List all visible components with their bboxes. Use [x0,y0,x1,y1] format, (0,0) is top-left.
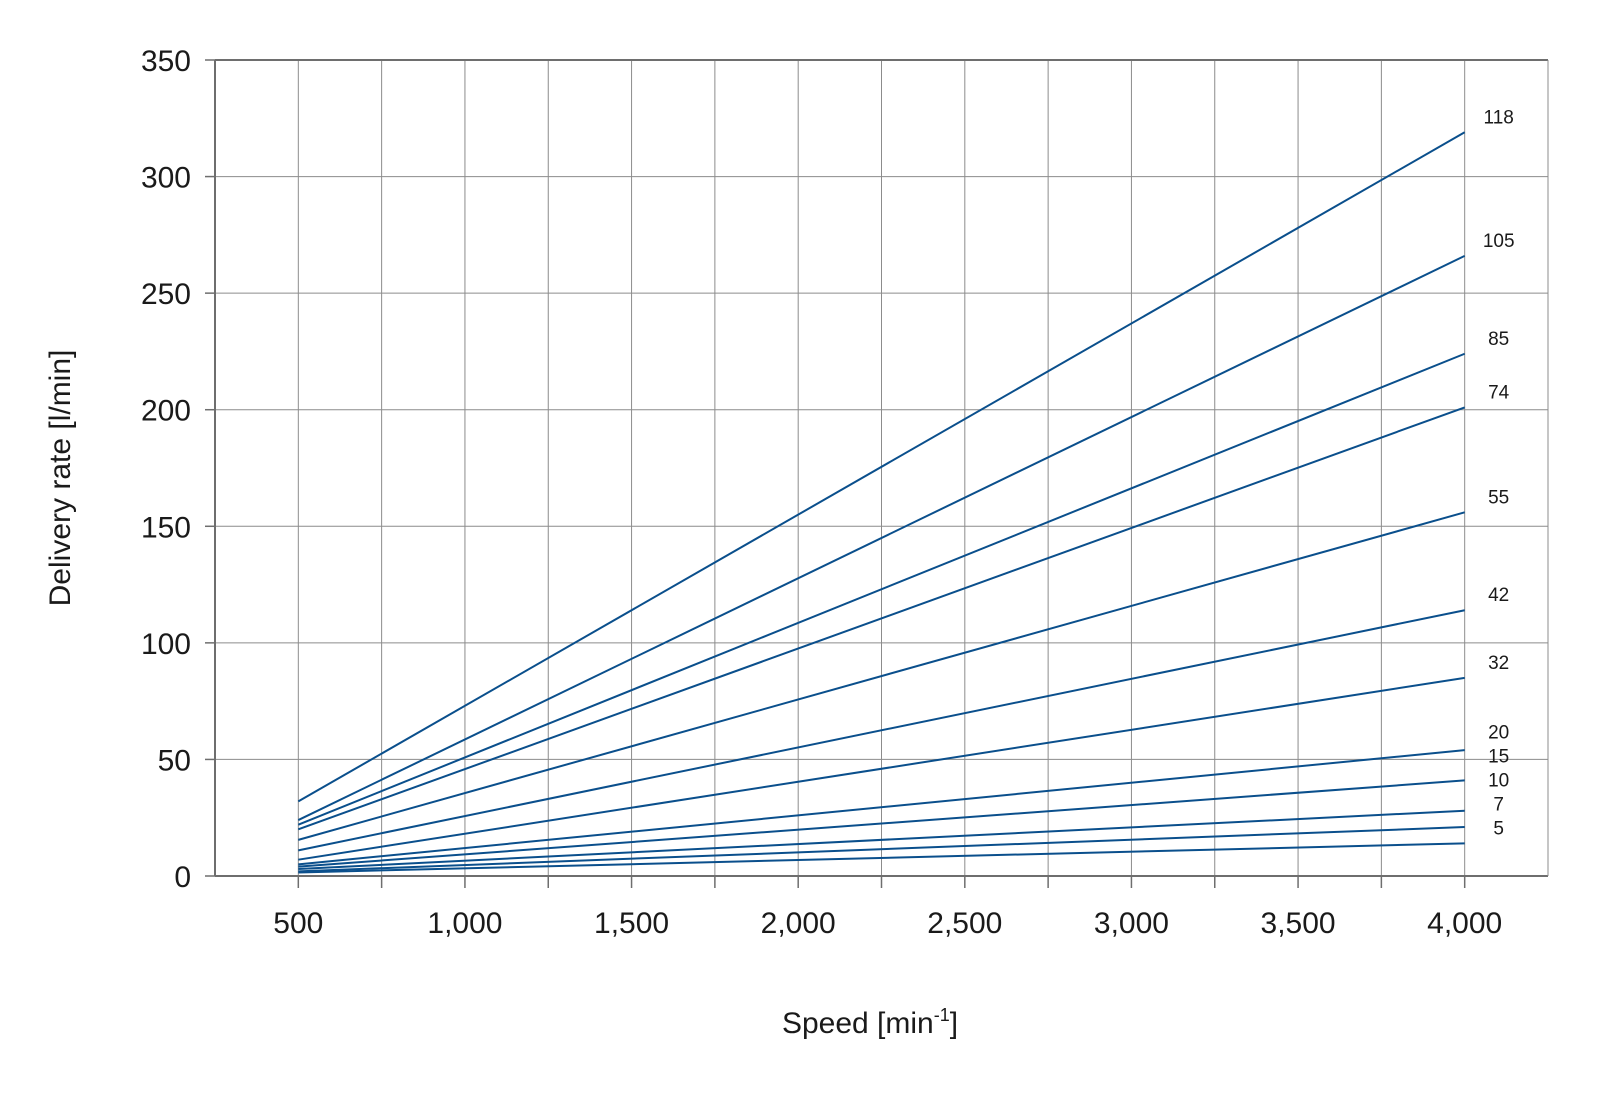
y-tick-label: 350 [141,45,191,78]
x-axis-title-main: Speed [min [782,1007,934,1040]
series-layer [297,131,1466,874]
ticks-layer: 0 50 100 150 200 250 300 350 500 1,000 1,500 2,000 2… [141,45,1502,940]
series-line-10 [298,809,1465,871]
series-label-15: 15 [1488,746,1509,767]
series-label-5: 5 [1493,818,1504,839]
x-tick-label: 2,000 [761,907,836,940]
x-tick-label: 1,500 [594,907,669,940]
y-tick-label: 300 [141,162,191,195]
series-label-55: 55 [1488,487,1509,508]
y-tick-label: 250 [141,278,191,311]
y-tick-label: 100 [141,628,191,661]
series-line-5 [298,842,1465,874]
x-tick-label: 1,000 [427,907,502,940]
grid-layer [215,59,1548,876]
y-tick-label: 150 [141,511,191,544]
series-label-10: 10 [1488,770,1509,791]
x-tick-label: 500 [273,907,323,940]
series-label-32: 32 [1488,653,1509,674]
series-label-7: 7 [1493,794,1504,815]
series-label-85: 85 [1488,329,1509,350]
series-line-74 [297,406,1466,831]
x-axis-title-suffix: ] [950,1007,958,1040]
series-line-15 [298,779,1465,868]
x-tick-label: 3,500 [1261,907,1336,940]
x-tick-label: 3,000 [1094,907,1169,940]
series-label-20: 20 [1488,722,1509,743]
series-label-42: 42 [1488,585,1509,606]
series-line-85 [297,352,1466,826]
x-tick-label: 4,000 [1427,907,1502,940]
series-line-42 [298,609,1465,852]
x-axis-title: Speed [min-1] [782,1005,958,1040]
x-tick-label: 2,500 [927,907,1002,940]
series-line-118 [297,131,1466,803]
y-tick-label: 50 [158,744,191,777]
series-line-105 [297,254,1466,821]
x-axis-title-superscript: -1 [934,1005,950,1025]
series-line-55 [298,511,1465,841]
series-label-105: 105 [1483,231,1515,252]
series-line-20 [298,749,1465,866]
series-label-118: 118 [1484,107,1514,128]
series-line-7 [298,826,1465,873]
y-tick-label: 0 [174,861,191,894]
y-axis-title: Delivery rate [l/min] [44,350,77,607]
series-label-74: 74 [1488,382,1510,403]
series-line-32 [298,676,1465,861]
y-tick-label: 200 [141,395,191,428]
series-labels-layer: 118 105 85 74 55 42 32 20 15 10 7 5 [1483,107,1515,839]
